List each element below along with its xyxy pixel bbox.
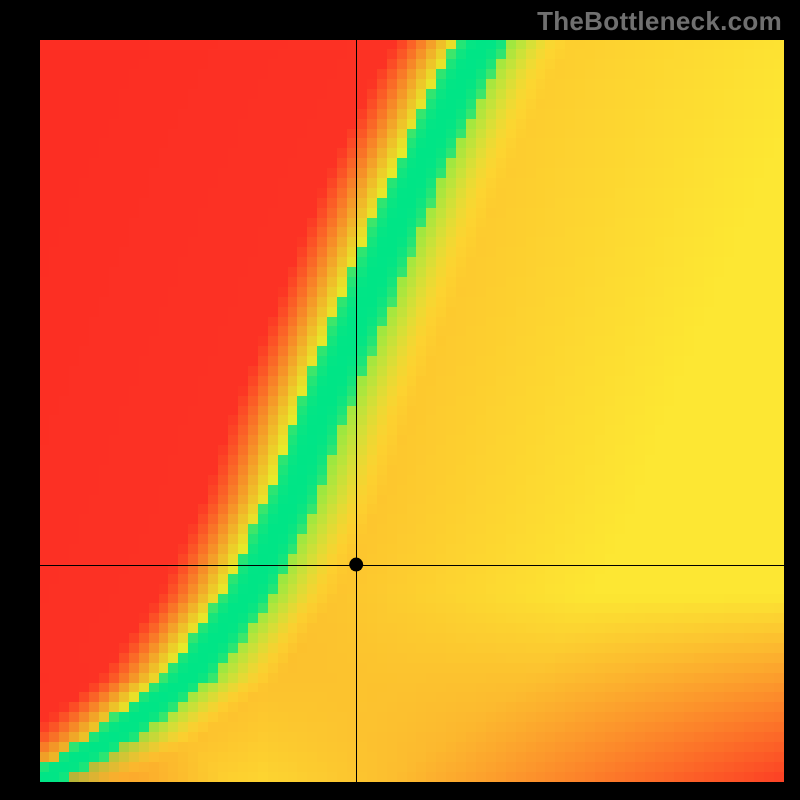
chart-container: TheBottleneck.com	[0, 0, 800, 800]
watermark-text: TheBottleneck.com	[537, 6, 782, 37]
crosshair-overlay	[40, 40, 784, 782]
